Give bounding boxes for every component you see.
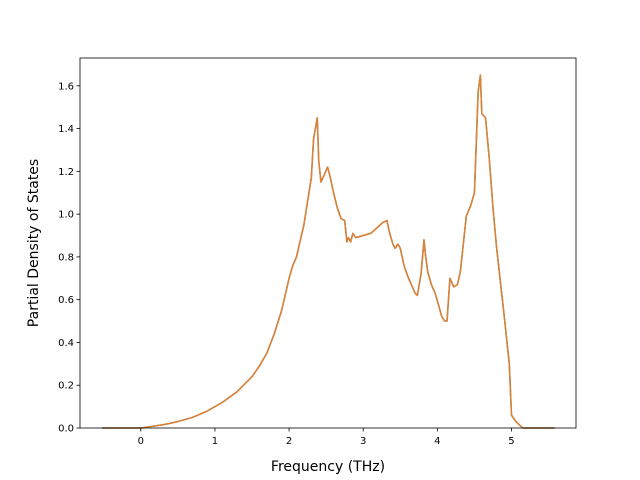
x-tick-label: 1 <box>212 436 218 447</box>
x-tick-label: 3 <box>360 436 366 447</box>
y-tick-label: 1.6 <box>58 81 74 92</box>
x-axis-label: Frequency (THz) <box>271 459 385 475</box>
series-line-0 <box>102 74 555 429</box>
x-tick-label: 2 <box>286 436 292 447</box>
y-tick-label: 1.2 <box>58 167 74 178</box>
y-tick-label: 0.4 <box>58 338 74 349</box>
axis-ticks: 0 1 2 3 4 5 0.0 0.2 0.4 0.6 0.8 1.0 1.2 1.4 1.6 <box>58 81 515 447</box>
y-tick-label: 1.4 <box>58 124 74 135</box>
y-axis-label: Partial Density of States <box>26 159 42 327</box>
x-tick-label: 4 <box>434 436 440 447</box>
y-tick-label: 1.0 <box>58 210 74 221</box>
plot-lines <box>102 74 555 429</box>
y-tick-label: 0.0 <box>58 424 74 435</box>
y-tick-label: 0.2 <box>58 381 74 392</box>
y-tick-label: 0.8 <box>58 252 74 263</box>
x-tick-label: 0 <box>138 436 144 447</box>
y-tick-label: 0.6 <box>58 295 74 306</box>
plot-frame <box>79 57 577 429</box>
x-tick-label: 5 <box>508 436 514 447</box>
